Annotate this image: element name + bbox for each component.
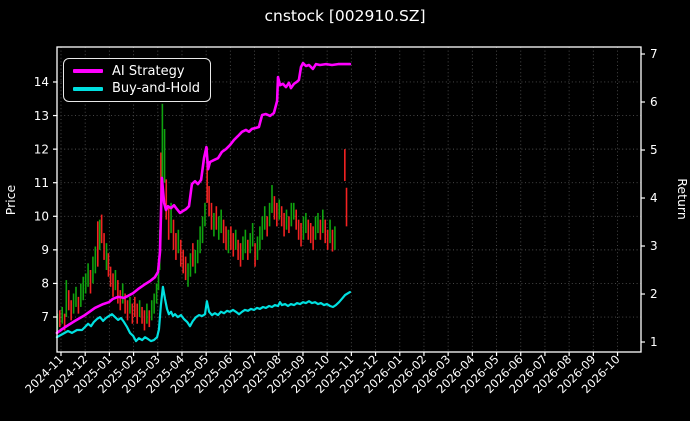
- line-ai-strategy: [55, 61, 352, 335]
- grid-lines: [57, 47, 641, 352]
- price-tick-label: 9: [41, 243, 49, 257]
- price-tick-labels: 7 8 9 10 11 12 13 14: [34, 75, 49, 324]
- left-axis-title: Price: [3, 184, 18, 215]
- return-tick-label: 3: [650, 239, 658, 253]
- legend-label-ai-strategy: AI Strategy: [112, 63, 185, 79]
- x-tick-labels: 2024-112024-122025-012025-022025-032025-…: [22, 352, 622, 396]
- line-buy-and-hold: [55, 285, 351, 343]
- return-tick-label: 1: [650, 335, 658, 349]
- plot-border: [56, 46, 642, 353]
- legend: AI Strategy Buy-and-Hold: [63, 58, 211, 102]
- price-tick-label: 8: [41, 277, 49, 291]
- chart-title: cnstock [002910.SZ]: [264, 7, 426, 25]
- legend-item-ai-strategy: AI Strategy: [64, 65, 210, 78]
- legend-label-buy-and-hold: Buy-and-Hold: [112, 81, 201, 97]
- price-tick-label: 13: [34, 109, 49, 123]
- legend-item-buy-and-hold: Buy-and-Hold: [64, 82, 210, 95]
- return-tick-label: 6: [650, 95, 658, 109]
- price-tick-label: 12: [34, 142, 49, 156]
- buy-and-hold-line-swatch: [73, 87, 103, 91]
- return-tick-label: 7: [650, 47, 658, 61]
- return-tick-label: 2: [650, 287, 658, 301]
- return-tick-label: 5: [650, 143, 658, 157]
- axis-ticks: [53, 53, 645, 356]
- return-tick-labels: 1 2 3 4 5 6 7: [650, 47, 658, 349]
- right-axis-title: Return: [675, 178, 690, 219]
- price-tick-label: 7: [41, 310, 49, 324]
- price-tick-label: 11: [34, 176, 49, 190]
- ai-strategy-line-swatch: [73, 69, 103, 73]
- price-tick-label: 10: [34, 209, 49, 223]
- strategy-lines: [55, 61, 352, 343]
- return-tick-label: 4: [650, 191, 658, 205]
- price-tick-label: 14: [34, 75, 49, 89]
